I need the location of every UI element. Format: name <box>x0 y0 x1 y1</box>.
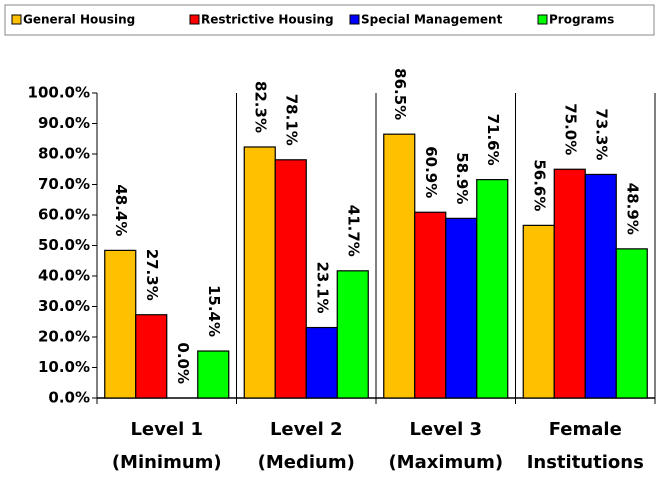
value-label: 41.7% <box>344 205 362 257</box>
value-label: 15.4% <box>205 285 223 337</box>
y-tick-label: 30.0% <box>38 297 90 315</box>
legend-swatch <box>349 14 360 25</box>
x-tick-label: Female Institutions <box>526 419 644 473</box>
bar <box>615 248 648 399</box>
bar <box>135 314 168 399</box>
bar <box>197 350 230 399</box>
bar <box>243 146 276 399</box>
y-tick-label: 80.0% <box>38 145 90 163</box>
bar <box>336 270 369 399</box>
bar <box>414 211 447 399</box>
bar <box>383 133 416 399</box>
x-tick-label: Level 3 (Maximum) <box>388 419 504 473</box>
value-label: 48.9% <box>623 183 641 235</box>
value-label: 73.3% <box>592 108 610 160</box>
value-label: 60.9% <box>422 146 440 198</box>
value-label: 48.4% <box>112 184 130 236</box>
legend-label: Special Management <box>361 13 503 27</box>
y-tick-label: 0.0% <box>48 389 90 407</box>
bar <box>104 249 137 399</box>
bar <box>553 168 586 399</box>
value-label: 56.6% <box>530 159 548 211</box>
bar <box>584 173 617 399</box>
y-tick-label: 70.0% <box>38 175 90 193</box>
y-tick-label: 90.0% <box>38 114 90 132</box>
bar <box>305 326 338 399</box>
y-tick-label: 20.0% <box>38 328 90 346</box>
y-tick-label: 50.0% <box>38 236 90 254</box>
legend-label: General Housing <box>23 13 135 27</box>
bar <box>274 159 307 399</box>
value-label: 75.0% <box>561 103 579 155</box>
bar <box>522 224 555 399</box>
legend-swatch <box>537 14 548 25</box>
x-tick-label: Level 1 (Minimum) <box>111 419 222 473</box>
value-label: 71.6% <box>484 114 502 166</box>
value-label: 27.3% <box>143 249 161 301</box>
y-tick-label: 10.0% <box>38 358 90 376</box>
x-tick-label: Level 2 (Medium) <box>257 419 355 473</box>
bar <box>445 217 478 399</box>
legend-label: Restrictive Housing <box>201 13 334 27</box>
value-label: 58.9% <box>453 152 471 204</box>
legend-label: Programs <box>549 13 614 27</box>
bar <box>476 179 509 399</box>
value-label: 86.5% <box>391 68 409 120</box>
y-tick-label: 60.0% <box>38 206 90 224</box>
legend-swatch <box>11 14 22 25</box>
value-label: 23.1% <box>313 261 331 313</box>
y-tick-label: 40.0% <box>38 267 90 285</box>
legend-swatch <box>189 14 200 25</box>
y-tick-label: 100.0% <box>28 84 90 102</box>
value-label: 78.1% <box>282 94 300 146</box>
value-label: 0.0% <box>174 342 192 384</box>
value-label: 82.3% <box>251 81 269 133</box>
